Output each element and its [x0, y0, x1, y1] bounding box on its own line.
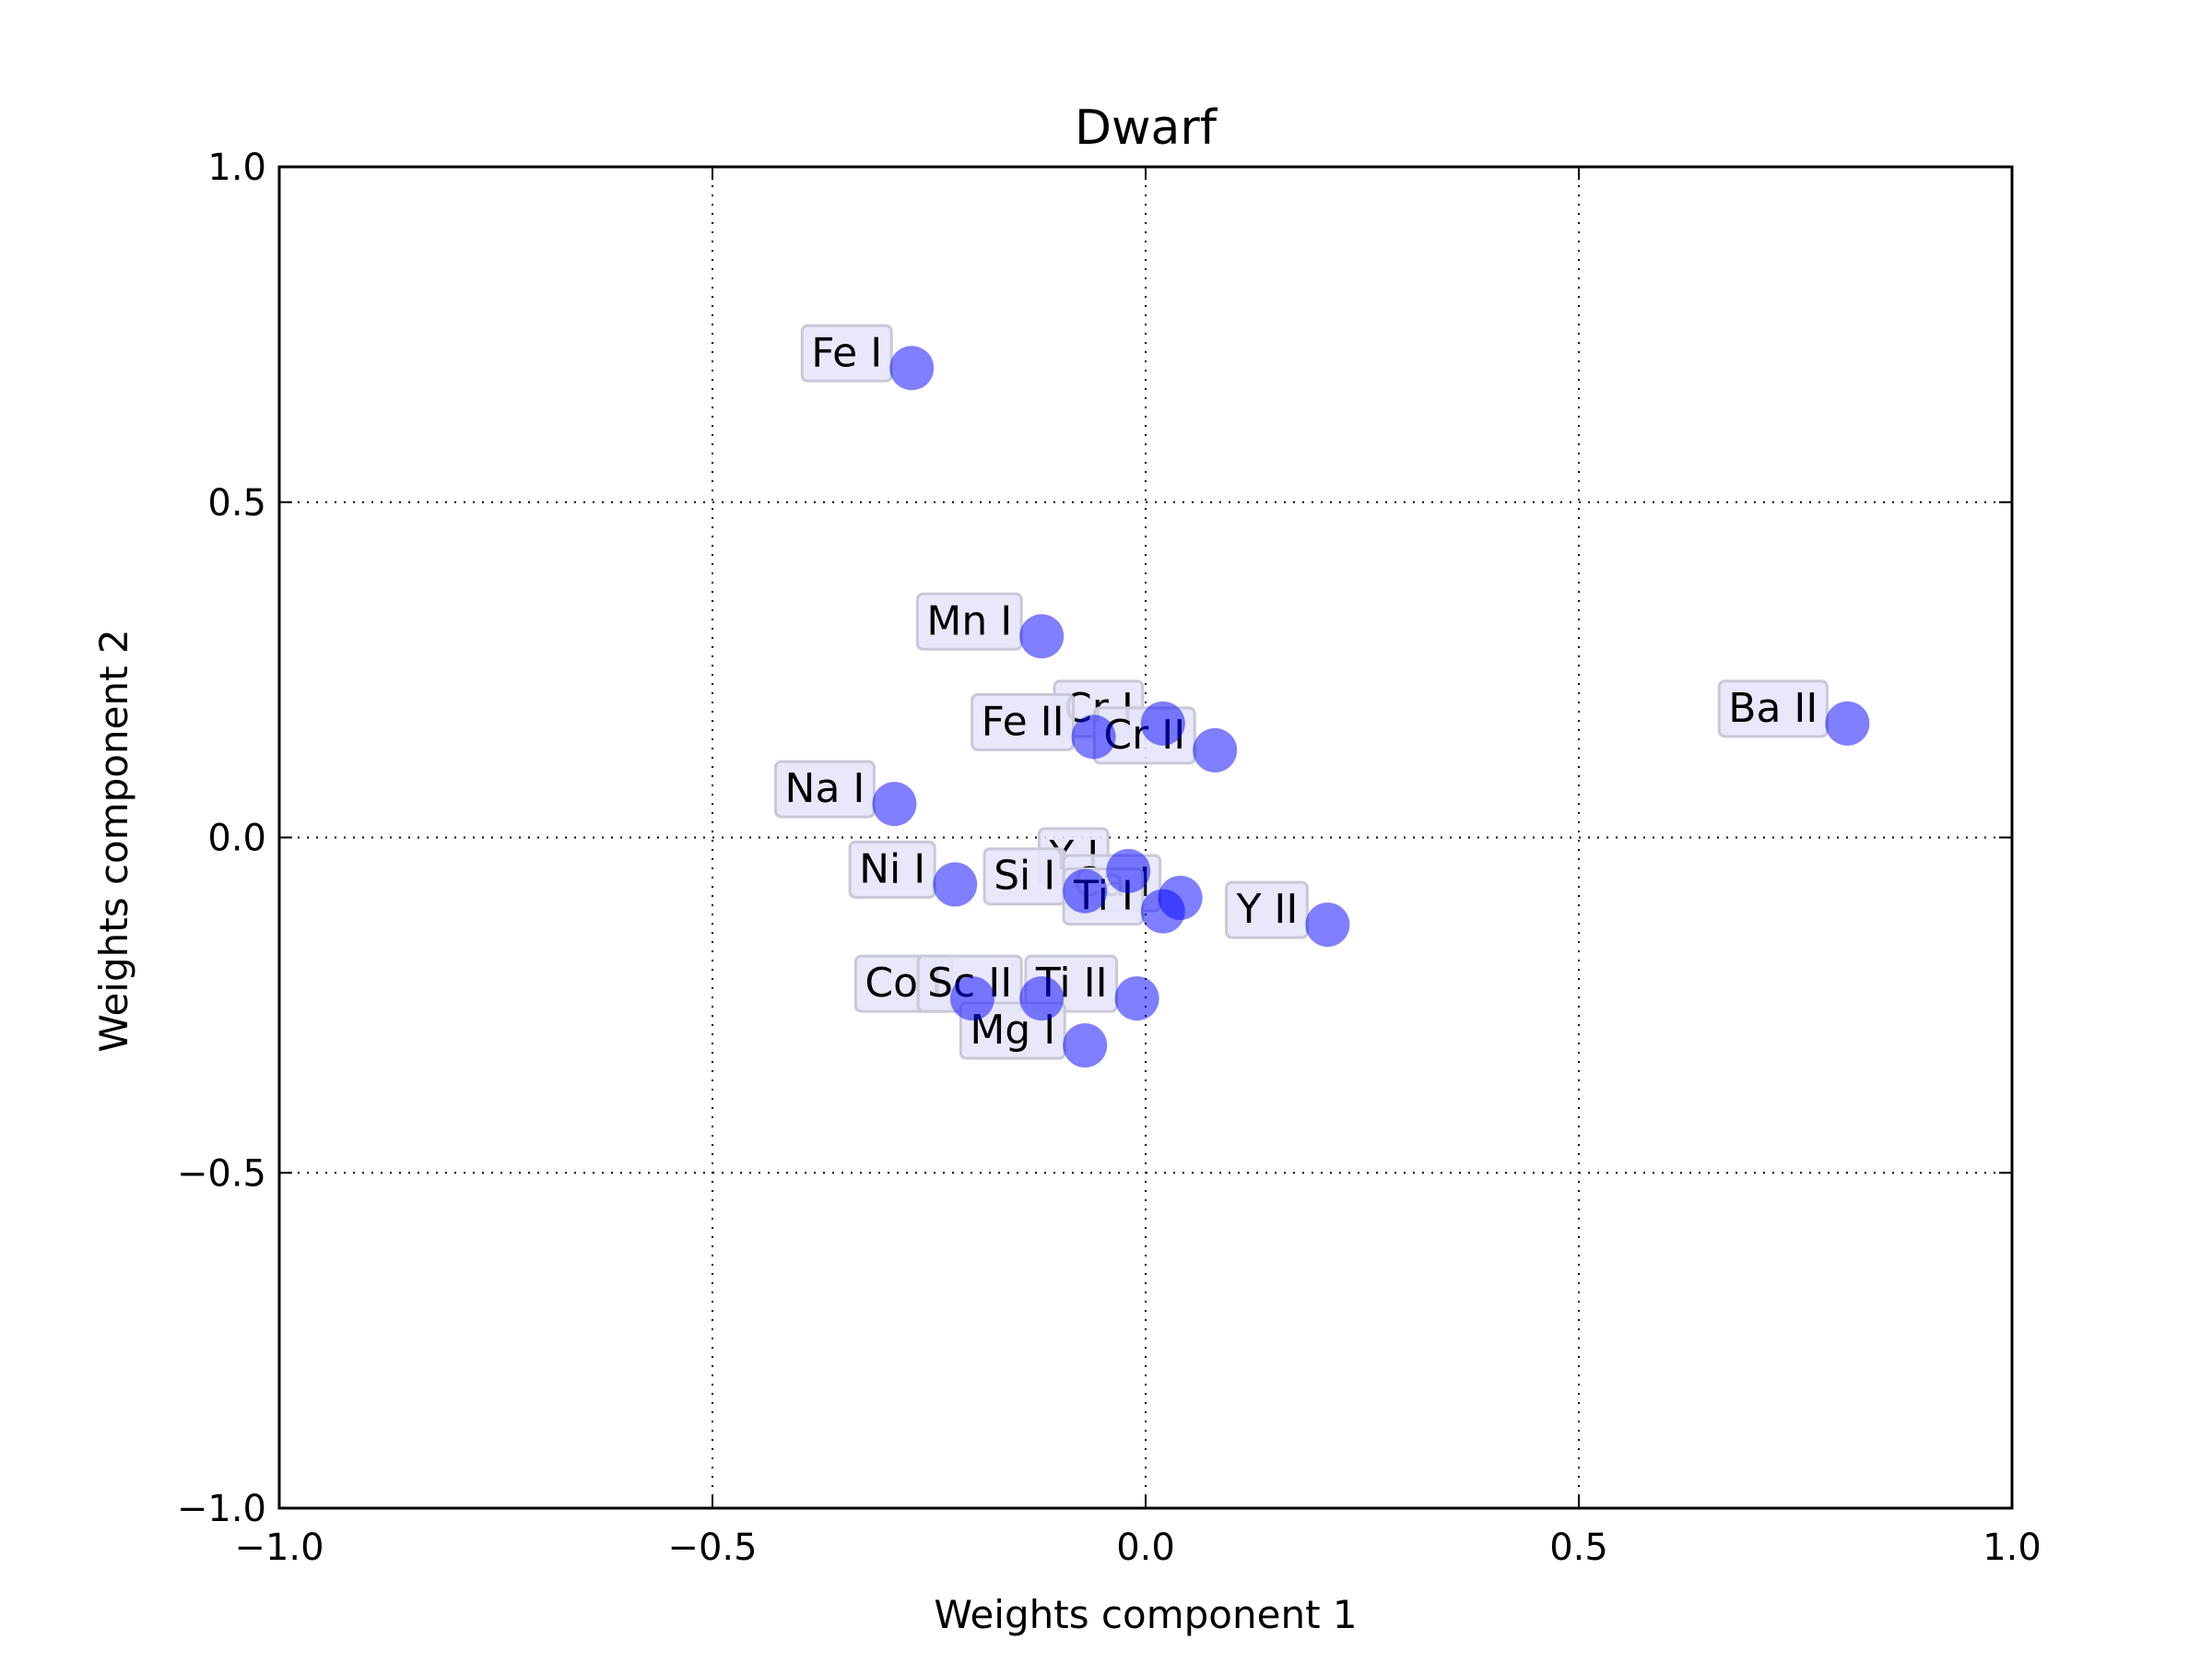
x-tick-label: 1.0	[1983, 1527, 2041, 1569]
scatter-point	[1063, 868, 1108, 914]
axis-ticks: −1.0 −0.5 0.0 0.5 1.0 −1.0 −0.5 0.0 0.5 1.0	[177, 147, 2041, 1569]
point-label-box	[1225, 880, 1309, 939]
point-label-group: Mn I	[915, 592, 1023, 651]
point-label: Ba II	[1728, 685, 1818, 732]
point-label-group: Ni I	[848, 840, 936, 899]
x-tick-label: 0.5	[1549, 1527, 1608, 1569]
data-points	[872, 346, 1870, 1068]
point-label-box	[915, 592, 1023, 651]
scatter-point	[872, 782, 917, 827]
x-axis-label: Weights component 1	[934, 1592, 1357, 1637]
scatter-point	[1106, 848, 1151, 893]
point-label-group: Na I	[774, 760, 876, 819]
x-tick-label: 0.0	[1116, 1527, 1175, 1569]
scatter-point	[1071, 714, 1116, 760]
point-label: Fe I	[811, 329, 882, 376]
point-label-group: Ba II	[1717, 679, 1829, 738]
scatter-point	[1114, 976, 1159, 1021]
scatter-point	[1019, 614, 1065, 659]
scatter-point	[1193, 727, 1238, 773]
x-tick-label: −1.0	[234, 1527, 324, 1569]
y-tick-label: −1.0	[177, 1488, 266, 1530]
y-tick-label: 1.0	[207, 147, 266, 189]
x-tick-label: −0.5	[667, 1527, 757, 1569]
chart-title: Dwarf	[1075, 100, 1218, 156]
point-label-box	[971, 692, 1076, 751]
scatter-point	[1140, 701, 1185, 746]
y-axis-label: Weights component 2	[91, 629, 136, 1052]
scatter-point	[1825, 701, 1870, 746]
point-label-group: Fe II	[971, 692, 1076, 751]
gridlines	[279, 167, 2012, 1508]
point-label-box	[800, 324, 893, 383]
point-label: Fe II	[982, 698, 1065, 745]
y-tick-label: −0.5	[177, 1152, 266, 1195]
point-label: Si I	[994, 853, 1055, 900]
point-label-box	[848, 840, 936, 899]
point-label: Ni I	[859, 845, 925, 892]
scatter-point	[950, 976, 994, 1021]
y-tick-label: 0.0	[207, 818, 266, 860]
scatter-point	[1305, 902, 1350, 948]
scatter-point	[889, 346, 935, 391]
scatter-point	[933, 862, 978, 907]
point-label: Y II	[1236, 886, 1299, 933]
y-tick-label: 0.5	[207, 482, 266, 525]
point-label: Na I	[785, 765, 865, 812]
point-label-group: Y II	[1225, 880, 1309, 939]
scatter-point	[1019, 976, 1065, 1021]
point-label-group: Fe I	[800, 324, 893, 383]
scatter-point	[1063, 1023, 1108, 1068]
point-label: Mn I	[926, 597, 1012, 644]
point-label-group: Si I	[982, 847, 1066, 906]
scatter-point	[1140, 889, 1185, 934]
point-label-box	[1717, 679, 1829, 738]
plot-area-frame	[277, 165, 2014, 1510]
point-label-box	[774, 760, 876, 819]
